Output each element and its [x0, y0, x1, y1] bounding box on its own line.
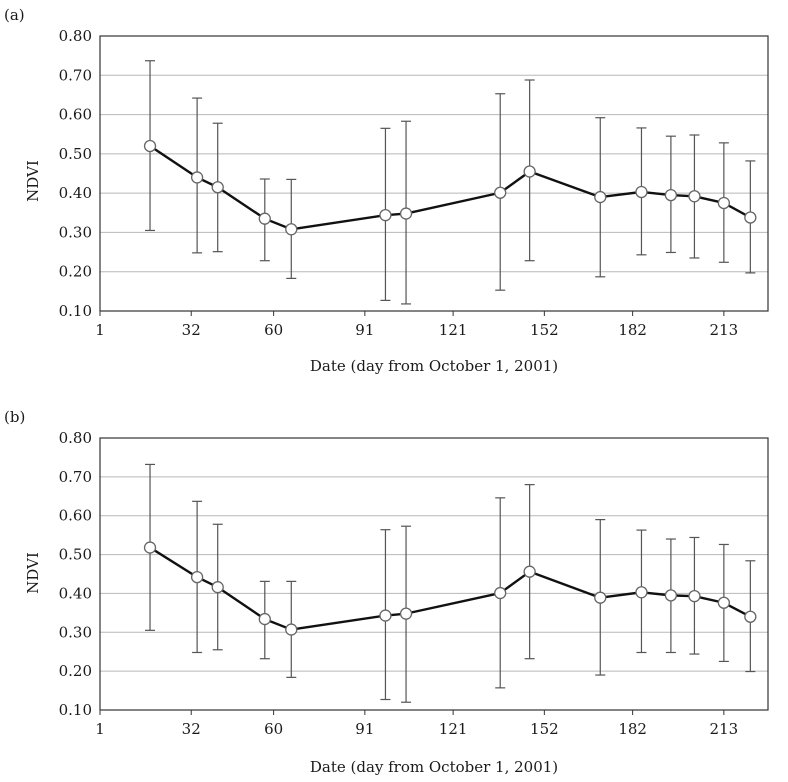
data-point — [379, 609, 392, 622]
panel-label: (b) — [4, 408, 25, 426]
data-point — [523, 165, 536, 178]
data-point — [523, 565, 536, 578]
x-tick-label: 182 — [618, 720, 647, 738]
y-axis-label: NDVI — [24, 160, 42, 202]
data-point — [688, 190, 701, 203]
y-tick-label: 0.70 — [59, 66, 92, 84]
data-point — [494, 586, 507, 600]
data-point — [399, 207, 413, 220]
x-tick-label: 1 — [95, 321, 105, 339]
plot-area: 0.10 0.20 0.30 0.40 0.50 0.60 0.70 0.80 1 32 60 91 1… — [59, 27, 769, 339]
x-axis-label: Date (day from October 1, 2001) — [310, 357, 558, 375]
data-point — [258, 212, 271, 225]
data-point — [664, 589, 678, 602]
data-point — [494, 186, 507, 199]
data-point — [285, 223, 298, 236]
data-point — [258, 612, 271, 626]
x-tick-label: 60 — [264, 321, 283, 339]
chart-panel-b: (b) NDVI Date (day from October 1, 2001)… — [4, 408, 769, 776]
y-tick-label: 0.70 — [59, 468, 92, 486]
x-tick-label: 1 — [95, 720, 105, 738]
x-tick-label: 152 — [530, 321, 559, 339]
data-point — [717, 596, 731, 609]
x-tick-label: 121 — [439, 720, 468, 738]
y-tick-label: 0.30 — [59, 623, 92, 641]
x-tick-label: 213 — [710, 321, 739, 339]
data-point — [688, 589, 701, 603]
y-tick-label: 0.80 — [59, 27, 92, 45]
x-axis-label: Date (day from October 1, 2001) — [310, 758, 558, 776]
data-point — [594, 190, 607, 204]
data-point — [664, 188, 678, 202]
y-tick-label: 0.10 — [59, 701, 92, 719]
plot-area: 0.10 0.20 0.30 0.40 0.50 0.60 0.70 0.80 1 32 60 91 1… — [59, 429, 769, 738]
x-tick-label: 91 — [355, 720, 374, 738]
plot-frame — [99, 35, 769, 312]
data-point — [379, 208, 392, 222]
data-point — [744, 610, 757, 623]
y-tick-label: 0.50 — [59, 145, 92, 163]
series-line — [149, 145, 751, 231]
data-point — [143, 541, 157, 554]
data-point — [190, 171, 204, 184]
y-tick-label: 0.40 — [59, 184, 92, 202]
y-tick-label: 0.60 — [59, 106, 92, 124]
x-tick-label: 213 — [710, 720, 739, 738]
y-tick-label: 0.80 — [59, 429, 92, 447]
data-point — [211, 581, 224, 594]
data-point — [211, 181, 224, 194]
panel-label: (a) — [4, 6, 25, 24]
data-point — [285, 623, 298, 636]
y-tick-label: 0.20 — [59, 263, 92, 281]
data-point — [717, 196, 731, 210]
data-point — [399, 607, 413, 620]
plot-frame — [99, 437, 769, 711]
data-point — [635, 586, 648, 599]
x-tick-label: 182 — [618, 321, 647, 339]
y-tick-label: 0.10 — [59, 302, 92, 320]
x-tick-label: 121 — [439, 321, 468, 339]
data-point — [190, 570, 204, 584]
chart-panel-a: (a) NDVI Date (day from October 1, 2001)… — [4, 6, 769, 375]
series-line — [149, 546, 751, 631]
x-tick-label: 152 — [530, 720, 559, 738]
x-tick-label: 60 — [264, 720, 283, 738]
y-axis-label: NDVI — [24, 552, 42, 594]
data-point — [143, 139, 157, 153]
data-point — [594, 591, 607, 604]
y-tick-label: 0.60 — [59, 507, 92, 525]
x-tick-label: 32 — [182, 720, 201, 738]
y-tick-label: 0.50 — [59, 546, 92, 564]
x-tick-label: 91 — [355, 321, 374, 339]
y-tick-label: 0.40 — [59, 584, 92, 602]
y-tick-label: 0.20 — [59, 662, 92, 680]
data-point — [744, 211, 757, 224]
data-point — [635, 185, 648, 199]
x-tick-label: 32 — [182, 321, 201, 339]
y-tick-label: 0.30 — [59, 223, 92, 241]
